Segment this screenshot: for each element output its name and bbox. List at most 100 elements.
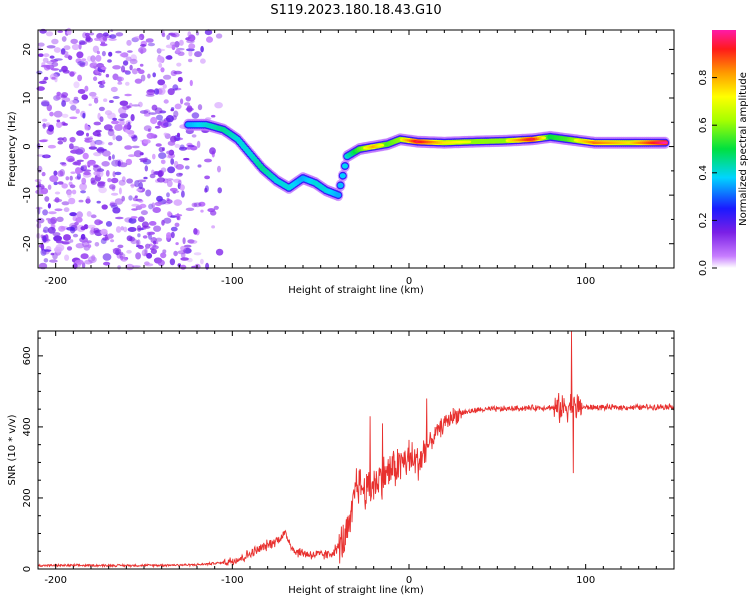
noise-speckle <box>133 36 143 41</box>
noise-speckle <box>98 106 105 112</box>
noise-speckle <box>166 237 170 241</box>
noise-speckle <box>76 51 84 59</box>
ridge-core <box>342 163 348 169</box>
y-tick-label: 400 <box>22 417 33 436</box>
noise-speckle <box>105 73 110 78</box>
noise-speckle <box>40 187 49 195</box>
noise-speckle <box>55 240 64 244</box>
x-tick-label: -100 <box>221 575 244 586</box>
noise-speckle <box>108 128 114 132</box>
noise-speckle <box>133 150 143 158</box>
noise-speckle <box>103 261 111 266</box>
snr-panel: -200 -100 0 100 0 200 400 600 Height of straigh… <box>7 330 675 596</box>
noise-speckle <box>42 209 48 216</box>
noise-speckle <box>135 252 142 260</box>
noise-speckle <box>154 88 160 95</box>
noise-speckle <box>75 167 82 175</box>
ridge-core <box>337 182 344 188</box>
noise-speckle <box>209 147 216 155</box>
noise-speckle <box>91 254 96 262</box>
noise-speckle <box>48 124 54 132</box>
noise-speckle <box>62 123 68 126</box>
noise-speckle <box>124 145 133 150</box>
noise-speckle <box>50 252 55 256</box>
noise-speckle <box>177 76 183 83</box>
noise-speckle <box>44 154 49 159</box>
colorbar-tick-label: 0.8 <box>698 70 709 86</box>
y-tick-label: 600 <box>22 346 33 365</box>
noise-speckle <box>49 175 59 183</box>
noise-speckle <box>179 184 185 191</box>
noise-speckle <box>86 211 92 217</box>
noise-speckle <box>117 244 124 249</box>
noise-speckle <box>163 74 172 80</box>
noise-speckle <box>69 71 75 77</box>
noise-speckle <box>167 140 176 146</box>
noise-speckle <box>163 217 172 224</box>
noise-speckle <box>93 230 100 234</box>
noise-speckle <box>193 202 202 208</box>
noise-speckle <box>179 39 184 46</box>
noise-speckle <box>151 245 159 250</box>
noise-speckle <box>144 113 151 117</box>
noise-speckle <box>83 164 88 170</box>
noise-speckle <box>102 36 108 41</box>
noise-speckle <box>211 114 216 118</box>
noise-speckle <box>184 102 191 106</box>
noise-speckle <box>53 110 63 118</box>
noise-speckle <box>112 171 116 178</box>
noise-speckle <box>66 246 73 251</box>
noise-speckle <box>94 139 103 145</box>
noise-speckle <box>163 122 172 127</box>
noise-speckle <box>138 199 144 203</box>
noise-speckle <box>49 111 54 117</box>
noise-speckle <box>90 177 96 184</box>
noise-speckle <box>107 59 112 63</box>
noise-speckle <box>82 112 86 119</box>
noise-speckle <box>127 50 133 53</box>
colorbar-gradient <box>712 30 736 268</box>
noise-speckle <box>61 36 67 42</box>
noise-speckle <box>98 73 102 76</box>
noise-speckle <box>105 221 113 227</box>
noise-speckle <box>53 47 62 53</box>
noise-speckle <box>114 198 124 205</box>
noise-speckle <box>42 122 46 129</box>
noise-speckle <box>148 221 157 226</box>
noise-speckle <box>47 203 52 209</box>
noise-speckle <box>165 115 174 123</box>
noise-speckle <box>169 258 176 266</box>
noise-speckle <box>57 181 64 185</box>
snr-frame <box>37 330 675 570</box>
noise-speckle <box>93 121 102 126</box>
noise-speckle <box>109 100 114 103</box>
noise-speckle <box>147 42 155 47</box>
noise-speckle <box>58 69 62 73</box>
noise-speckle <box>112 207 121 214</box>
noise-speckle <box>51 76 56 80</box>
noise-speckle <box>126 235 133 242</box>
noise-speckle <box>119 119 125 126</box>
noise-speckle <box>138 101 143 108</box>
noise-speckle <box>115 226 122 233</box>
noise-speckle <box>200 58 206 64</box>
noise-speckle <box>126 39 132 46</box>
noise-speckle <box>101 66 107 71</box>
noise-speckle <box>112 247 122 255</box>
noise-speckle <box>102 150 111 157</box>
noise-speckle <box>114 124 123 131</box>
noise-speckle <box>153 225 162 232</box>
spectrogram-ylabel: Frequency (Hz) <box>7 111 18 187</box>
noise-speckle <box>70 171 76 174</box>
noise-speckle <box>137 216 145 223</box>
noise-speckle <box>125 263 135 271</box>
noise-speckle <box>81 58 87 62</box>
noise-speckle <box>155 143 162 147</box>
noise-speckle <box>151 169 155 175</box>
noise-speckle <box>177 180 182 186</box>
noise-speckle <box>54 191 61 195</box>
noise-speckle <box>70 38 78 45</box>
noise-speckle <box>137 245 144 250</box>
noise-speckle <box>158 62 163 68</box>
noise-speckle <box>46 104 52 112</box>
